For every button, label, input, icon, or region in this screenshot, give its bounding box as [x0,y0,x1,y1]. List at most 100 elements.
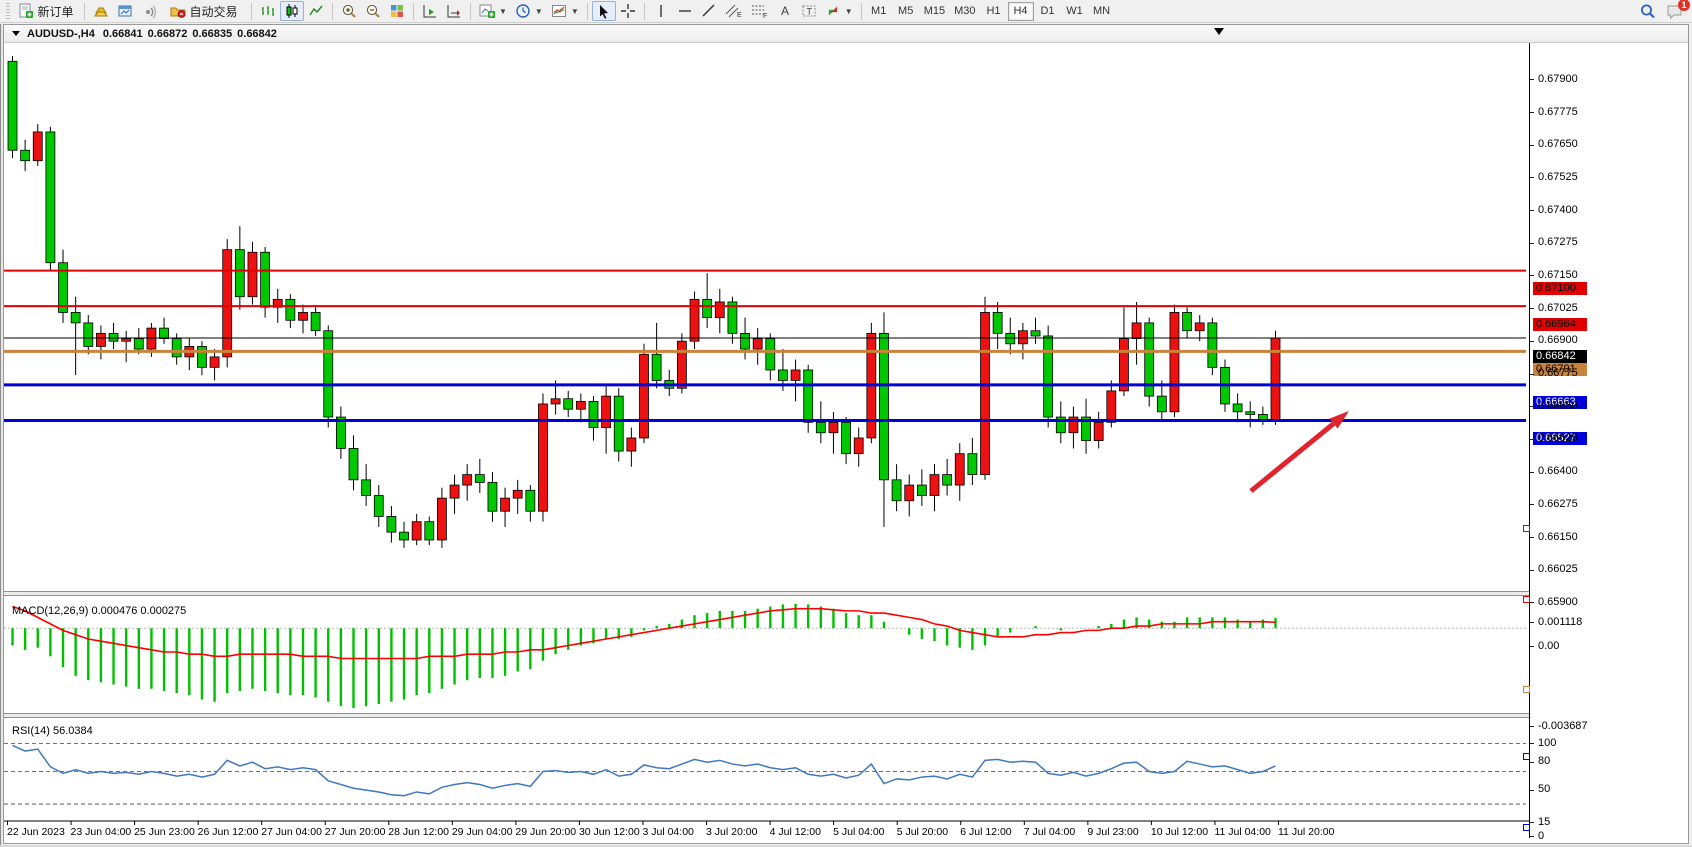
price-axis[interactable]: 0.67100 0.66964 0.66842 0.66791 0.66663 0.665… [1523,43,1688,842]
signals-button[interactable] [137,1,161,21]
indicators-button[interactable]: ▼ [475,1,511,21]
crosshair-tool-button[interactable] [616,1,640,21]
text-label-tool-button[interactable]: T [797,1,821,21]
time-axis-label: 6 Jul 12:00 [960,826,1012,838]
fibonacci-icon: F [751,5,767,19]
trendline-icon [702,4,715,17]
vertical-line-tool-button[interactable] [649,1,673,21]
autotrading-label: 自动交易 [189,4,238,19]
rsi-axis-label: 80 [1538,755,1551,768]
macd-axis-label: 0.00 [1538,639,1560,652]
text-tool-button[interactable]: A [773,1,797,21]
line-chart-button[interactable] [304,1,328,21]
chart-shift-icon [447,5,460,18]
svg-text:E: E [737,12,742,19]
candlestick-chart-button[interactable] [280,1,304,21]
template-icon [551,5,566,17]
time-axis-label: 3 Jul 20:00 [706,826,758,838]
time-axis-label: 27 Jun 04:00 [261,826,322,838]
fibonacci-tool-button[interactable]: F [747,1,773,21]
quote-high: 0.66872 [147,27,188,40]
new-order-button[interactable]: 新订单 [12,1,80,21]
time-axis-label: 11 Jul 04:00 [1214,826,1271,838]
notification-badge: 1 [1678,0,1690,11]
chart-title: AUDUSD-,H4 [27,27,95,40]
time-axis-label: 9 Jul 23:00 [1087,826,1139,838]
quote-close: 0.66842 [237,27,277,40]
bar-chart-icon [262,6,274,16]
text-icon: A [781,4,789,18]
cursor-tool-button[interactable] [591,1,616,21]
market-watch-button[interactable] [89,1,113,21]
macd-axis-label: 0.001118 [1538,615,1583,628]
chart-shift-marker[interactable] [1214,28,1224,35]
periods-button[interactable]: ▼ [511,1,547,21]
bar-chart-button[interactable] [256,1,280,21]
templates-button[interactable]: ▼ [547,1,583,21]
new-order-icon [19,3,34,18]
rsi-axis-label: 0 [1538,829,1545,842]
arrows-dropdown-icon: ▼ [844,6,853,16]
channel-tool-button[interactable]: E [721,1,747,21]
zoom-in-button[interactable] [337,1,361,21]
panel-separator [4,713,1529,718]
time-axis-label: 30 Jun 12:00 [579,826,640,838]
search-button[interactable] [1635,1,1660,21]
timeframe-button-M15[interactable]: M15 [920,2,949,21]
clock-icon [516,4,530,18]
toolbar-separator [643,2,645,20]
svg-text:T: T [806,7,812,17]
gold-icon [94,7,108,17]
autotrading-button[interactable]: 自动交易 [161,1,247,21]
price-axis-tick: 0.66650 [1538,399,1578,412]
timeframe-button-D1[interactable]: D1 [1035,2,1061,21]
chart-window: AUDUSD-,H4 0.66841 0.66872 0.66835 0.668… [3,24,1689,844]
timeframe-button-M30[interactable]: M30 [950,2,979,21]
arrows-tool-button[interactable]: ▼ [821,1,857,21]
window-bottom-edge [0,845,1692,847]
arrows-icon [828,6,837,16]
zoom-out-button[interactable] [361,1,385,21]
trendline-tool-button[interactable] [697,1,721,21]
toolbar-separator [586,2,588,20]
data-window-button[interactable] [113,1,137,21]
time-axis-label: 5 Jul 04:00 [833,826,885,838]
notifications-button[interactable]: 1 [1666,0,1690,20]
time-axis-label: 25 Jun 23:00 [134,826,195,838]
timeframe-button-W1[interactable]: W1 [1062,2,1088,21]
main-price-panel [4,56,1526,548]
timeframe-button-H1[interactable]: H1 [981,2,1007,21]
toolbar-separator [251,2,252,20]
timeframe-button-H4[interactable]: H4 [1007,1,1034,21]
macd-panel [4,603,1526,709]
rsi-axis-label: 100 [1538,736,1557,749]
rsi-panel [4,743,1526,805]
timeframe-button-M5[interactable]: M5 [893,2,919,21]
toolbar-separator [332,2,333,20]
text-label-icon: T [802,5,816,17]
time-axis-label: 29 Jun 04:00 [452,826,513,838]
price-line-label: 0.66527 [1523,431,1587,832]
time-axis-label: 22 Jun 2023 [7,826,65,838]
time-axis-label: 26 Jun 12:00 [198,826,259,838]
quote-open: 0.66841 [102,27,143,40]
symbol-dropdown-icon[interactable] [12,31,20,36]
quote-low: 0.66835 [192,27,233,40]
chart-shift-button[interactable] [442,1,466,21]
price-axis-tick: 0.67900 [1538,72,1578,85]
timeframe-button-M1[interactable]: M1 [866,2,892,21]
tile-windows-button[interactable] [385,1,409,21]
indicators-dropdown-icon: ▼ [499,6,507,16]
auto-scroll-button[interactable] [418,1,442,21]
window-left-frame [0,24,3,845]
price-axis-tick: 0.67025 [1538,301,1578,314]
price-axis-tick: 0.66525 [1538,432,1578,445]
price-axis-tick: 0.67400 [1538,203,1578,216]
toolbar-grip [6,2,10,20]
tile-windows-icon [391,5,403,17]
timeframe-button-MN[interactable]: MN [1089,2,1115,21]
chart-canvas[interactable]: 22 Jun 2023 23 Jun 04:00 25 Jun 23:00 26 Ju… [4,43,1529,839]
time-axis-label: 10 Jul 12:00 [1151,826,1208,838]
horizontal-line-tool-button[interactable] [673,1,697,21]
toolbar-separator [413,2,414,20]
